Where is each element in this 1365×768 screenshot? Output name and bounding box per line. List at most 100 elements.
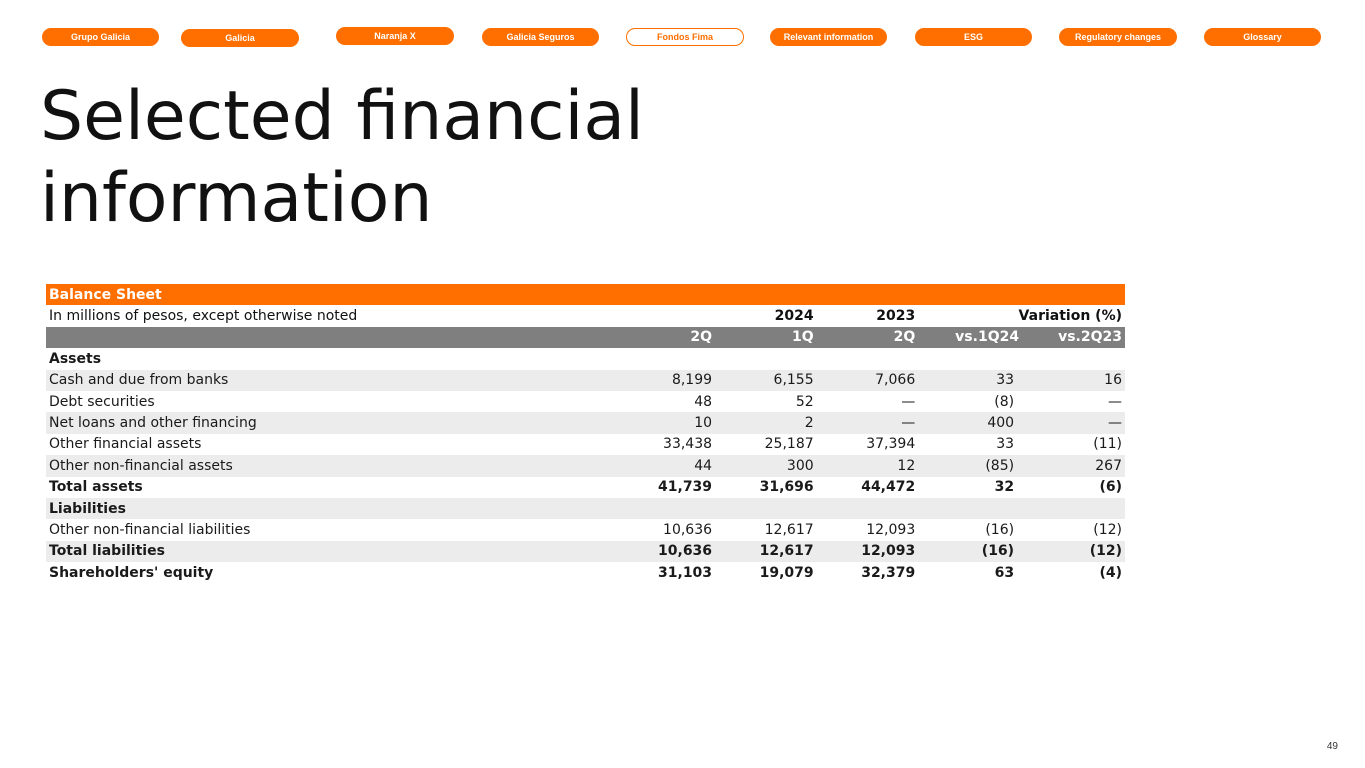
row-label: Debt securities — [46, 390, 614, 413]
table-cell: (6) — [1022, 476, 1125, 498]
table-cell — [1022, 497, 1125, 520]
tab-grupo-galicia[interactable]: Grupo Galicia — [42, 28, 159, 46]
page-title: Selected financial information — [40, 77, 644, 238]
table-cell: 33 — [918, 369, 1023, 391]
table-column-header-row: 2Q 1Q 2Q vs.1Q24 vs.2Q23 — [46, 326, 1125, 349]
tab-galicia-seguros[interactable]: Galicia Seguros — [482, 28, 599, 46]
table-cell — [613, 497, 716, 520]
row-label: Shareholders' equity — [46, 562, 614, 584]
table-cell: 267 — [1022, 455, 1125, 477]
table-cell: 32 — [918, 476, 1023, 498]
table-cell: 44,472 — [816, 476, 919, 498]
table-caption: Balance Sheet — [46, 284, 1125, 306]
balance-sheet-table: Balance Sheet In millions of pesos, exce… — [46, 284, 1125, 584]
tab-glossary[interactable]: Glossary — [1204, 28, 1321, 46]
table-cell — [613, 348, 716, 370]
table-cell: 63 — [918, 562, 1023, 584]
year-2024-label: 2024 — [715, 305, 817, 327]
table-cell: 400 — [918, 412, 1023, 434]
page-number: 49 — [1326, 741, 1338, 752]
row-label: Total assets — [46, 476, 614, 498]
table-subtitle: In millions of pesos, except otherwise n… — [46, 305, 614, 327]
row-label: Cash and due from banks — [46, 369, 614, 391]
table-cell: 7,066 — [816, 369, 919, 391]
column-header: 1Q — [715, 326, 817, 349]
row-label: Assets — [46, 348, 614, 370]
tab-naranja-x[interactable]: Naranja X — [336, 27, 454, 45]
table-cell: 300 — [715, 455, 817, 477]
table-cell: (12) — [1022, 519, 1125, 541]
table-cell: 12,093 — [816, 519, 919, 541]
table-cell: 48 — [613, 390, 716, 413]
table-cell: 31,103 — [613, 562, 716, 584]
table-cell: 8,199 — [613, 369, 716, 391]
tab-galicia[interactable]: Galicia — [181, 29, 299, 47]
table-row: Debt securities 48 52— (8) — — [46, 390, 1125, 413]
table-cell: 37,394 — [816, 433, 919, 456]
table-cell: — — [1022, 412, 1125, 434]
table-row: Other non-financial assets 44 300 12 (85) 267 — [46, 455, 1125, 477]
table-cell — [816, 497, 919, 520]
column-header: vs.1Q24 — [918, 326, 1023, 349]
table-cell: (16) — [918, 519, 1023, 541]
table-cell: 33 — [918, 433, 1023, 456]
tab-fondos-fima[interactable]: Fondos Fima — [626, 28, 744, 46]
tab-regulatory-changes[interactable]: Regulatory changes — [1059, 28, 1177, 46]
table-row: Liabilities — [46, 497, 1125, 520]
column-header: 2Q — [816, 326, 919, 349]
row-label: Net loans and other financing — [46, 412, 614, 434]
table-cell: 6,155 — [715, 369, 817, 391]
table-row: Shareholders' equity 31,103 19,079 32,379 63… — [46, 562, 1125, 584]
table-cell: 52 — [715, 390, 817, 413]
table-cell — [1022, 348, 1125, 370]
table-cell: (4) — [1022, 562, 1125, 584]
table-cell: — — [1022, 390, 1125, 413]
variation-label: Variation (%) — [918, 305, 1125, 327]
table-cell: 12 — [816, 455, 919, 477]
table-cell: 19,079 — [715, 562, 817, 584]
table-cell: 12,617 — [715, 519, 817, 541]
table-cell: 12,093 — [816, 540, 919, 563]
row-label: Liabilities — [46, 497, 614, 520]
table-cell: (85) — [918, 455, 1023, 477]
table-cell — [918, 497, 1023, 520]
table-cell: 10,636 — [613, 519, 716, 541]
table-cell: (11) — [1022, 433, 1125, 456]
table-row: Net loans and other financing 10 2—400— — [46, 412, 1125, 434]
table-caption-row: Balance Sheet — [46, 284, 1125, 306]
table-cell — [715, 348, 817, 370]
row-label: Total liabilities — [46, 540, 614, 563]
tab-esg[interactable]: ESG — [915, 28, 1032, 46]
table-cell: (8) — [918, 390, 1023, 413]
table-row: Total liabilities 10,636 12,617 12,093 (16)(… — [46, 540, 1125, 563]
tab-relevant-information[interactable]: Relevant information — [770, 28, 887, 46]
table-cell: 32,379 — [816, 562, 919, 584]
table-cell: 25,187 — [715, 433, 817, 456]
column-header: vs.2Q23 — [1022, 326, 1125, 349]
table-cell: 33,438 — [613, 433, 716, 456]
table-cell: 16 — [1022, 369, 1125, 391]
row-label: Other non-financial liabilities — [46, 519, 614, 541]
table-cell: (16) — [918, 540, 1023, 563]
column-header: 2Q — [613, 326, 716, 349]
table-cell: 31,696 — [715, 476, 817, 498]
table-body: Assets Cash and due from banks 8,199 6,155 7… — [46, 348, 1125, 584]
table-cell: 12,617 — [715, 540, 817, 563]
table-cell — [816, 348, 919, 370]
table-cell: (12) — [1022, 540, 1125, 563]
top-navigation: Grupo Galicia Galicia Naranja X Galicia … — [0, 27, 1365, 47]
year-2023-label: 2023 — [816, 305, 919, 327]
row-label: Other non-financial assets — [46, 455, 614, 477]
table-cell: 2 — [715, 412, 817, 434]
table-cell: — — [816, 390, 919, 413]
table-cell: 41,739 — [613, 476, 716, 498]
table-cell: 44 — [613, 455, 716, 477]
table-cell — [918, 348, 1023, 370]
table-row: Other financial assets 33,438 25,187 37,394… — [46, 433, 1125, 456]
table-row: Total assets 41,739 31,696 44,472 32 (6) — [46, 476, 1125, 498]
table-row: Other non-financial liabilities 10,636 12,… — [46, 519, 1125, 541]
table-cell — [715, 497, 817, 520]
table-cell: — — [816, 412, 919, 434]
table-row: Assets — [46, 348, 1125, 370]
table-cell: 10,636 — [613, 540, 716, 563]
